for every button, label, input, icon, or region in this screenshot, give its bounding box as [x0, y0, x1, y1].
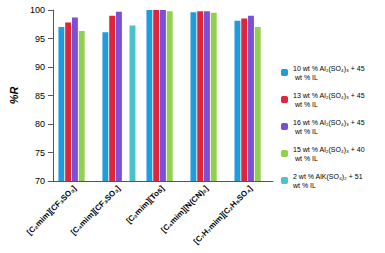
svg-text:95: 95 [35, 34, 45, 44]
svg-text:15 wt % Al₂(SO₄)₃ + 40: 15 wt % Al₂(SO₄)₃ + 40 [293, 146, 365, 154]
svg-text:wt % IL: wt % IL [293, 128, 318, 135]
svg-text:90: 90 [35, 62, 45, 72]
svg-text:13 wt % Al₂(SO₄)₃ + 45: 13 wt % Al₂(SO₄)₃ + 45 [293, 92, 365, 100]
svg-text:wt % IL: wt % IL [293, 155, 318, 162]
svg-text:10 wt % Al₂(SO₄)₃ + 45: 10 wt % Al₂(SO₄)₃ + 45 [293, 65, 365, 73]
svg-text:[C₄mim][CF₃SO₃]: [C₄mim][CF₃SO₃] [69, 184, 122, 237]
svg-text:wt % IL: wt % IL [293, 74, 318, 81]
svg-text:75: 75 [35, 148, 45, 158]
svg-text:[C₂mim][CF₃SO₃]: [C₂mim][CF₃SO₃] [25, 183, 79, 237]
svg-text:70: 70 [35, 176, 45, 186]
svg-text:[C₂mim][Tos]: [C₂mim][Tos] [124, 184, 166, 226]
svg-text:85: 85 [35, 91, 45, 101]
svg-text:[C₇H₇mim][C₂H₅SO₄]: [C₇H₇mim][C₂H₅SO₄] [192, 184, 255, 247]
svg-text:[C₄mim][N(CN)₂]: [C₄mim][N(CN)₂] [159, 184, 210, 235]
svg-text:wt % IL: wt % IL [292, 182, 316, 189]
svg-text:16 wt % Al₂(SO₄)₃ + 45: 16 wt % Al₂(SO₄)₃ + 45 [293, 119, 365, 127]
svg-text:2 wt % AlK(SO₄)₂ + 51: 2 wt % AlK(SO₄)₂ + 51 [293, 173, 365, 181]
svg-text:80: 80 [35, 119, 45, 129]
svg-text:%R: %R [8, 87, 20, 105]
svg-text:wt % IL: wt % IL [293, 101, 318, 108]
svg-text:100: 100 [30, 5, 45, 15]
